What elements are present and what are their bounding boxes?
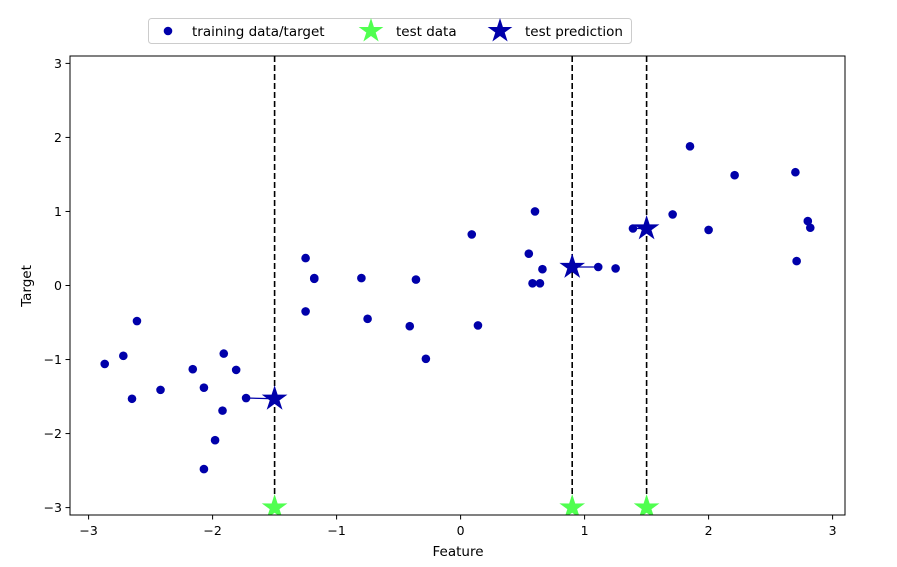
training-point (127, 394, 137, 404)
training-point (218, 406, 227, 415)
training-point (685, 142, 695, 151)
test-prediction-star (559, 253, 586, 278)
y-tick-label: 3 (54, 56, 62, 71)
x-axis-label: Feature (432, 544, 483, 560)
test-data-star (559, 494, 586, 515)
training-point (119, 351, 128, 361)
training-point (301, 307, 310, 316)
training-point (530, 207, 540, 216)
plot-contents (100, 56, 815, 515)
training-point (528, 278, 537, 288)
training-point (593, 262, 603, 272)
training-point (156, 385, 165, 395)
y-tick-label: 0 (54, 278, 62, 293)
y-axis: Target −3 −2 −1 0 1 2 3 (19, 56, 70, 515)
training-point (411, 275, 421, 284)
test-prediction-star (633, 215, 660, 240)
legend-marker-test-data (358, 18, 384, 42)
legend-label: training data/target (192, 24, 325, 40)
y-tick-label: 2 (54, 130, 62, 145)
training-point (219, 349, 229, 358)
training-point (792, 256, 801, 266)
training-point (467, 230, 477, 239)
training-point (535, 278, 545, 288)
training-point (100, 359, 110, 369)
plot-area (69, 55, 846, 516)
training-point (611, 264, 620, 273)
training-point (301, 253, 310, 263)
legend-marker-test-prediction (487, 18, 513, 42)
legend-box (148, 18, 632, 44)
training-point (524, 249, 534, 258)
training-point (241, 393, 251, 403)
x-tick-label: −3 (79, 523, 97, 538)
test-prediction-star (261, 385, 288, 410)
training-point (805, 223, 815, 233)
legend: training data/target test data test predic… (148, 18, 632, 44)
training-point (231, 365, 241, 375)
legend-label: test prediction (525, 24, 623, 40)
training-point (210, 435, 220, 445)
training-point (188, 364, 198, 374)
training-point (803, 216, 813, 226)
x-tick-label: −2 (203, 523, 221, 538)
y-axis-label: Target (19, 265, 35, 308)
x-tick-label: −1 (327, 523, 345, 538)
plot-frame (69, 55, 846, 516)
training-point (791, 167, 800, 177)
x-tick-label: 1 (581, 523, 589, 538)
training-point (668, 210, 677, 219)
x-axis: Feature −3 −2 −1 0 1 2 3 (79, 515, 837, 560)
training-point (730, 170, 739, 180)
legend-label: test data (396, 24, 457, 40)
training-point (363, 314, 372, 324)
training-point (405, 321, 415, 331)
x-tick-label: 3 (829, 523, 837, 538)
training-point (132, 316, 142, 326)
test-data-star (633, 494, 660, 515)
training-point (704, 225, 713, 235)
training-point (538, 264, 547, 274)
y-tick-label: −2 (44, 426, 62, 441)
training-point (473, 321, 483, 330)
training-point (357, 273, 366, 283)
training-point (199, 464, 209, 474)
x-tick-label: 2 (705, 523, 713, 538)
training-point (199, 383, 209, 392)
x-tick-label: 0 (457, 523, 465, 538)
test-data-star (261, 494, 288, 515)
y-tick-label: −1 (44, 352, 62, 367)
y-tick-label: −3 (44, 500, 62, 515)
training-point (628, 224, 638, 233)
legend-marker-training (163, 26, 173, 36)
y-tick-label: 1 (54, 204, 62, 219)
training-point (421, 354, 431, 364)
training-point (309, 273, 319, 283)
